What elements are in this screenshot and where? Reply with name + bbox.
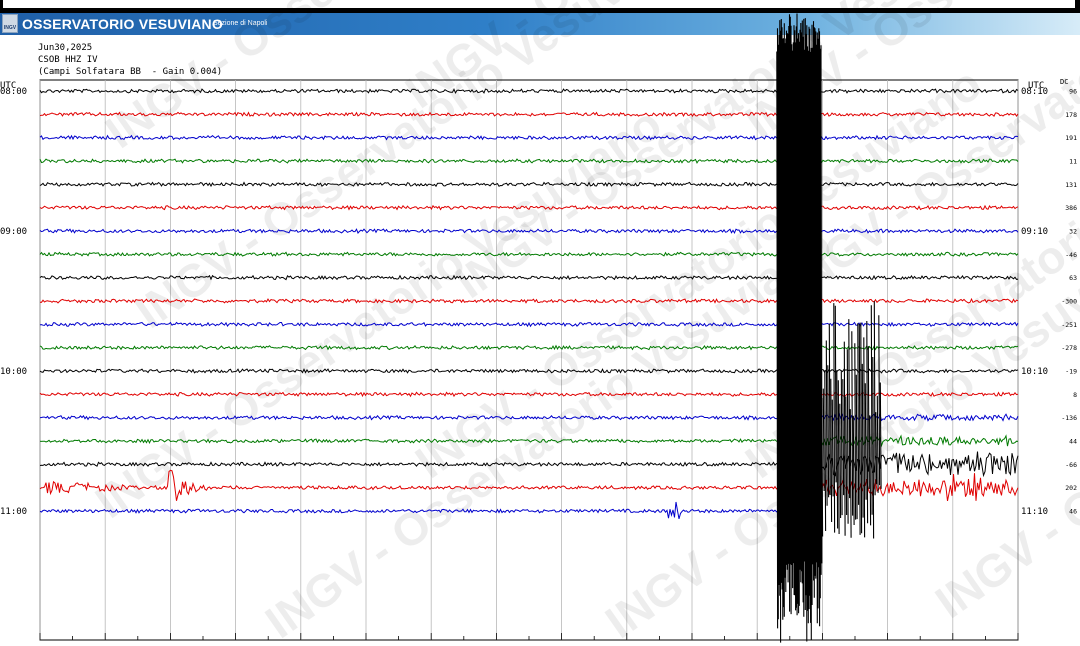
left-time-label: 09:00 — [0, 227, 27, 237]
dc-value: -278 — [1061, 344, 1077, 352]
trace-line — [39, 274, 1019, 281]
right-time-label: 11:10 — [1021, 507, 1048, 517]
trace-line — [39, 321, 1019, 328]
dc-value: 96 — [1069, 88, 1077, 96]
dc-value: 202 — [1065, 484, 1077, 492]
trace-line — [39, 134, 1019, 141]
right-axis-label: UTC — [1028, 81, 1044, 91]
dc-value: 11 — [1069, 157, 1077, 165]
trace-line — [39, 158, 1019, 164]
dc-value: 191 — [1065, 134, 1077, 142]
watermark-text: INGV - Osservatorio Vesuviano — [256, 217, 841, 646]
dc-value: 46 — [1069, 507, 1077, 515]
logo-text: INGV — [3, 25, 17, 31]
trace-line — [39, 228, 1019, 235]
dc-value: 178 — [1065, 111, 1077, 119]
trace-line — [39, 88, 1019, 95]
trace-line — [39, 181, 1019, 188]
left-time-label: 08:00 — [0, 87, 27, 97]
dc-value: 8 — [1073, 391, 1077, 399]
trace-line — [39, 111, 1019, 118]
dc-value: 44 — [1069, 437, 1077, 445]
dc-value: -251 — [1061, 321, 1077, 329]
station-site: (Campi Solfatara BB - Gain 0.004) — [38, 67, 223, 77]
station-code: CSOB HHZ IV — [38, 55, 98, 65]
trace-line — [39, 297, 1019, 304]
right-time-label: 10:10 — [1021, 367, 1048, 377]
left-time-label: 11:00 — [0, 507, 27, 517]
dc-value: 63 — [1069, 274, 1077, 282]
ingv-logo: INGV — [2, 14, 18, 33]
dc-value: -19 — [1065, 367, 1077, 375]
record-date: Jun30,2025 — [38, 43, 93, 53]
dc-value: -136 — [1061, 414, 1077, 422]
top-frame — [0, 0, 1080, 13]
trace-line — [39, 204, 1019, 211]
dc-value: -66 — [1065, 461, 1077, 469]
dc-label: DC — [1060, 78, 1068, 86]
right-time-label: 09:10 — [1021, 227, 1048, 237]
large-event-burst — [776, 13, 882, 643]
dc-value: -300 — [1061, 297, 1077, 305]
trace-line — [39, 501, 822, 520]
top-frame-inner — [3, 0, 1075, 8]
left-axis-label: UTC — [0, 81, 16, 91]
trace-line — [39, 251, 1019, 257]
banner-title: OSSERVATORIO VESUVIANO — [22, 16, 223, 32]
banner-subtitle: Sezione di Napoli — [213, 20, 268, 27]
dc-value: -46 — [1065, 251, 1077, 259]
left-time-label: 10:00 — [0, 367, 27, 377]
dc-value: 386 — [1065, 204, 1077, 212]
dc-value: 32 — [1069, 227, 1077, 235]
dc-value: 131 — [1065, 181, 1077, 189]
right-time-label: 08:10 — [1021, 87, 1048, 97]
